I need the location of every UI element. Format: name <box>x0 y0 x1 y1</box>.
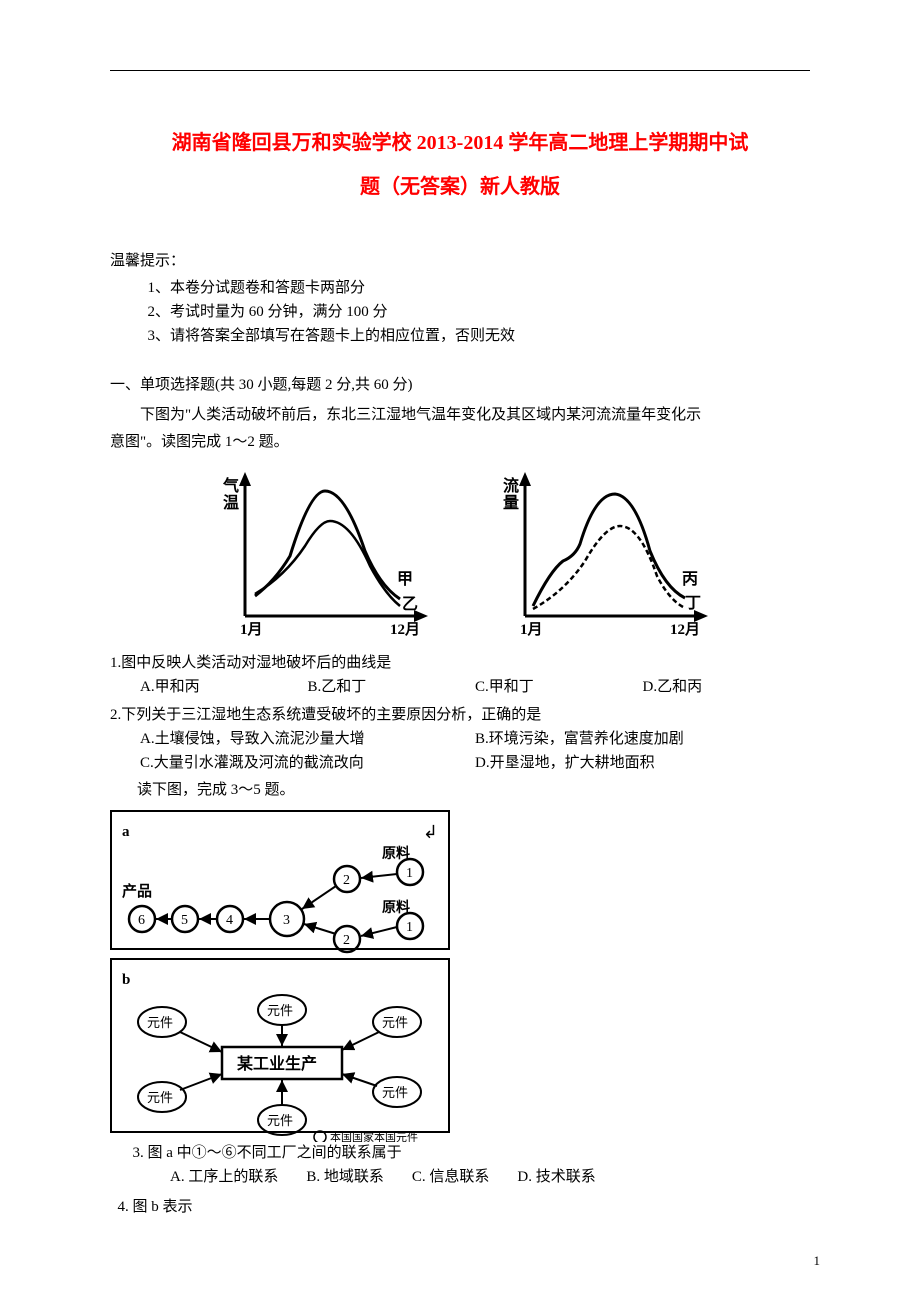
intro-line-1: 下图为"人类活动破坏前后，东北三江湿地气温年变化及其区域内某河流流量年变化示 <box>110 403 810 427</box>
q3-opt-c: C. 信息联系 <box>412 1165 490 1189</box>
svg-text:5: 5 <box>181 913 188 928</box>
diagram-a-label: a <box>122 824 130 840</box>
q1-options: A.甲和丙 B.乙和丁 C.甲和丁 D.乙和丙 <box>110 675 810 699</box>
note-item-2: 2、考试时量为 60 分钟，满分 100 分 <box>110 300 810 324</box>
page-number: 1 <box>814 1251 821 1272</box>
curve-label-ding: 丁 <box>685 595 701 612</box>
svg-text:元件: 元件 <box>267 1113 293 1128</box>
q1-opt-c: C.甲和丁 <box>475 675 643 699</box>
y-label-right: 流 <box>503 476 519 495</box>
svg-text:元件: 元件 <box>267 1003 293 1018</box>
q2-opt-c: C.大量引水灌溉及河流的截流改向 <box>140 751 475 775</box>
horizontal-rule <box>110 70 810 71</box>
q3-opt-a: A. 工序上的联系 <box>170 1165 278 1189</box>
question-2: 2.下列关于三江湿地生态系统遭受破坏的主要原因分析，正确的是 A.土壤侵蚀，导致… <box>110 703 810 775</box>
title-line-1: 湖南省隆回县万和实验学校 2013-2014 学年高二地理上学期期中试 <box>110 121 810 165</box>
diagram-b-footnote: 本国国家本国元件 <box>330 1130 418 1142</box>
diagram-a-box: a ↲ 产品 6 5 4 3 2 2 1 1 原料 原料 <box>110 810 450 950</box>
diagram-a-svg: 产品 6 5 4 3 2 2 1 1 原料 原料 <box>122 844 442 954</box>
notes-block: 温馨提示： 1、本卷分试题卷和答题卡两部分 2、考试时量为 60 分钟，满分 1… <box>110 249 810 348</box>
temperature-chart: 气 温 甲 乙 1月 12月 <box>205 466 435 641</box>
q3-opt-d: D. 技术联系 <box>517 1165 595 1189</box>
title-line-2: 题（无答案）新人教版 <box>110 165 810 209</box>
note-item-1: 1、本卷分试题卷和答题卡两部分 <box>110 276 810 300</box>
arrow-symbol: ↲ <box>423 818 438 847</box>
y-label-right-2: 量 <box>503 494 519 512</box>
curve-label-jia: 甲 <box>397 570 413 588</box>
q1-stem: 1.图中反映人类活动对湿地破坏后的曲线是 <box>110 651 810 675</box>
diagram-b-box: b 某工业生产 元件 元件 元件 元件 元件 元件 本国国家本国元件 <box>110 958 450 1133</box>
svg-text:2: 2 <box>343 873 350 888</box>
svg-text:1: 1 <box>406 920 413 935</box>
product-label: 产品 <box>122 882 152 900</box>
page-title: 湖南省隆回县万和实验学校 2013-2014 学年高二地理上学期期中试 题（无答… <box>110 121 810 209</box>
q4-stem: 4. 图 b 表示 <box>118 1195 811 1219</box>
q2-opt-d: D.开垦湿地，扩大耕地面积 <box>475 751 810 775</box>
svg-text:2: 2 <box>343 933 350 948</box>
svg-text:3: 3 <box>283 913 290 928</box>
q2-stem: 2.下列关于三江湿地生态系统遭受破坏的主要原因分析，正确的是 <box>110 703 810 727</box>
q3-options: A. 工序上的联系 B. 地域联系 C. 信息联系 D. 技术联系 <box>133 1165 811 1189</box>
curve-label-bing: 丙 <box>682 570 698 588</box>
q2-opt-b: B.环境污染，富营养化速度加剧 <box>475 727 810 751</box>
note-item-3: 3、请将答案全部填写在答题卡上的相应位置，否则无效 <box>110 324 810 348</box>
svg-text:元件: 元件 <box>382 1085 408 1100</box>
raw-label-1: 原料 <box>382 845 410 862</box>
q3-opt-b: B. 地域联系 <box>306 1165 384 1189</box>
raw-label-2: 原料 <box>382 899 410 916</box>
svg-text:6: 6 <box>138 913 145 928</box>
flow-chart: 流 量 丙 丁 1月 12月 <box>485 466 715 641</box>
x-end-right: 12月 <box>670 621 700 638</box>
svg-text:4: 4 <box>226 913 233 928</box>
svg-text:元件: 元件 <box>147 1015 173 1030</box>
y-label-left-2: 温 <box>222 494 239 512</box>
sub-intro: 读下图，完成 3～5 题。 <box>110 778 810 802</box>
diagram-b-label: b <box>122 972 130 988</box>
x-end-left: 12月 <box>390 621 420 638</box>
question-1: 1.图中反映人类活动对湿地破坏后的曲线是 A.甲和丙 B.乙和丁 C.甲和丁 D… <box>110 651 810 699</box>
svg-text:元件: 元件 <box>147 1090 173 1105</box>
notes-label: 温馨提示： <box>110 249 810 273</box>
q2-opt-a: A.土壤侵蚀，导致入流泥沙量大增 <box>140 727 475 751</box>
x-start-right: 1月 <box>520 621 543 638</box>
q2-options: A.土壤侵蚀，导致入流泥沙量大增 B.环境污染，富营养化速度加剧 C.大量引水灌… <box>110 727 810 775</box>
svg-text:1: 1 <box>406 866 413 881</box>
q1-opt-b: B.乙和丁 <box>308 675 476 699</box>
diagram-b-svg: 某工业生产 元件 元件 元件 元件 元件 元件 本国国家本国元件 <box>122 992 442 1142</box>
q1-opt-d: D.乙和丙 <box>643 675 811 699</box>
svg-text:元件: 元件 <box>382 1015 408 1030</box>
intro-line-2: 意图"。读图完成 1～2 题。 <box>110 430 810 454</box>
section-heading: 一、单项选择题(共 30 小题,每题 2 分,共 60 分) <box>110 373 810 397</box>
q1-opt-a: A.甲和丙 <box>140 675 308 699</box>
y-label-left: 气 <box>222 476 239 495</box>
question-4: 4. 图 b 表示 <box>110 1195 810 1219</box>
curve-label-yi: 乙 <box>402 596 418 613</box>
figure-row: 气 温 甲 乙 1月 12月 流 量 丙 丁 1月 12月 <box>110 466 810 641</box>
center-box-label: 某工业生产 <box>236 1054 317 1073</box>
x-start-left: 1月 <box>240 621 263 638</box>
